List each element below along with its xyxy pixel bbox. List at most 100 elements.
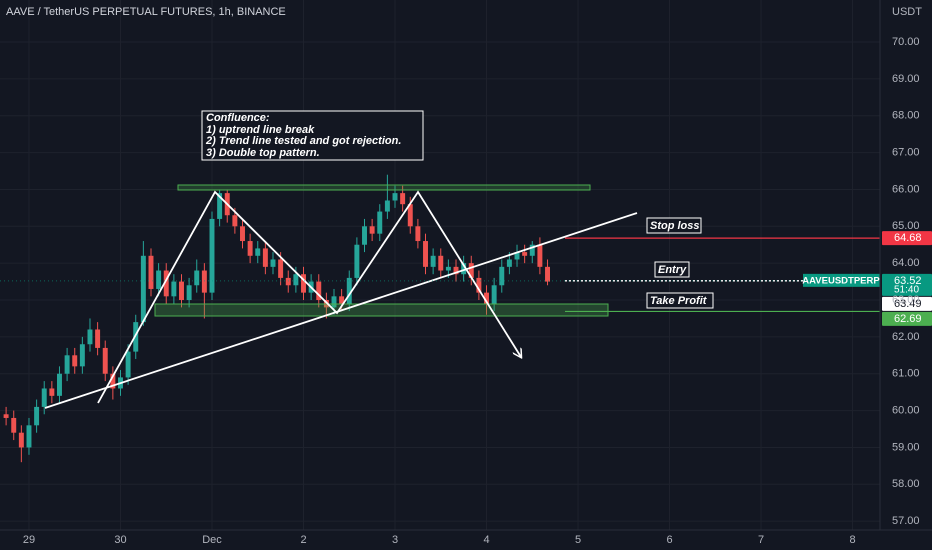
candle-body: [293, 274, 299, 286]
y-tick-label: 69.00: [892, 73, 920, 85]
candle-body: [79, 344, 85, 367]
candle-body: [26, 425, 32, 448]
candle-body: [72, 355, 78, 367]
grid: [0, 0, 880, 530]
candle-body: [171, 281, 177, 297]
candle-body: [270, 259, 276, 267]
y-tick-label: 67.00: [892, 146, 920, 158]
candle-body: [217, 193, 223, 219]
candle-body: [415, 226, 421, 242]
label-box: [654, 261, 690, 278]
price-label-bg: [882, 296, 932, 311]
price-label: 62.69: [894, 313, 922, 325]
price-label: 63.52: [894, 275, 922, 287]
candle-body: [392, 193, 398, 201]
y-tick-label: 65.00: [892, 220, 920, 232]
candle-body: [247, 241, 253, 256]
x-tick-label: 30: [114, 534, 126, 546]
candle-body: [537, 244, 543, 267]
resistance-zone: [177, 184, 591, 191]
candle-body: [545, 266, 550, 282]
candle-body: [64, 355, 70, 374]
candle-body: [49, 388, 55, 396]
note-box: [201, 110, 424, 161]
price-label-bg: [882, 231, 932, 246]
candle-body: [278, 259, 284, 278]
candle-body: [529, 244, 535, 256]
price-label: 63.49: [894, 298, 922, 310]
candle-body: [430, 255, 436, 267]
y-tick-label: 62.00: [892, 331, 920, 343]
note-line: 2) Trend line tested and got rejection.: [205, 135, 401, 147]
candle-body: [499, 266, 505, 286]
candle-body: [407, 204, 413, 227]
candle-body: [400, 193, 406, 205]
candle-body: [87, 329, 93, 345]
y-tick-label: 68.00: [892, 110, 920, 122]
x-tick-label: 29: [23, 534, 35, 546]
y-tick-label: 57.00: [892, 515, 920, 527]
y-tick-label: 58.00: [892, 478, 920, 490]
candle-body: [461, 263, 467, 275]
stop-loss-label: Stop loss: [650, 220, 700, 232]
x-tick-label: 8: [849, 534, 855, 546]
candle-body: [201, 270, 207, 293]
candle-body: [377, 211, 383, 234]
candle-body: [285, 277, 291, 286]
drawings: Confluence: 1) uptrend line break 2) Tre…: [44, 110, 714, 409]
chart-title: AAVE / TetherUS PERPETUAL FUTURES, 1h, B…: [6, 6, 286, 18]
y-tick-label: 64.00: [892, 257, 920, 269]
x-tick-label: 2: [300, 534, 306, 546]
note-line: 1) uptrend line break: [206, 124, 315, 136]
candle-body: [95, 329, 101, 348]
candle-body: [125, 351, 131, 378]
axis: 57.00 58.00 59.00 60.00 61.00 62.00 63.00 64.00…: [23, 36, 920, 546]
candle-body: [491, 285, 497, 304]
x-tick-label: 6: [666, 534, 672, 546]
candle-body: [140, 255, 146, 323]
support-zone: [154, 303, 609, 317]
y-tick-label: 60.00: [892, 404, 920, 416]
candle-body: [194, 270, 200, 286]
label-box: [646, 217, 702, 234]
candle-body: [18, 432, 24, 448]
take-profit-label: Take Profit: [650, 295, 708, 307]
y-tick-label: 66.00: [892, 183, 920, 195]
note-line: Confluence:: [206, 112, 270, 124]
y-tick-label: 63.00: [892, 294, 920, 306]
candle-body: [331, 296, 337, 308]
candle-body: [484, 292, 489, 304]
symbol-label-bg: [803, 273, 880, 287]
candle-body: [384, 200, 390, 212]
y-tick-label: 70.00: [892, 36, 920, 48]
label-box: [646, 292, 714, 309]
candle-body: [445, 266, 451, 271]
price-label-bg: [882, 273, 932, 296]
candle-body: [156, 270, 162, 289]
note-line: 3) Double top pattern.: [206, 147, 320, 159]
candle-body: [34, 406, 40, 426]
candle-body: [262, 248, 268, 267]
y-tick-label: 61.00: [892, 368, 920, 380]
x-tick-label: 5: [575, 534, 581, 546]
axis-unit: USDT: [892, 6, 922, 18]
candle-body: [255, 248, 261, 256]
pattern-line: [97, 190, 521, 404]
candle-body: [179, 281, 184, 301]
candle-body: [354, 244, 360, 278]
candle-body: [339, 296, 345, 304]
candle-body: [11, 417, 17, 433]
candle-body: [316, 281, 322, 301]
candle-body: [369, 226, 375, 234]
candles: [3, 174, 550, 463]
price-label: 64.68: [894, 232, 922, 244]
candle-body: [301, 274, 306, 293]
candle-body: [514, 252, 520, 260]
price-label-bg: [882, 311, 932, 326]
candle-body: [346, 277, 352, 304]
candle-body: [232, 215, 238, 227]
